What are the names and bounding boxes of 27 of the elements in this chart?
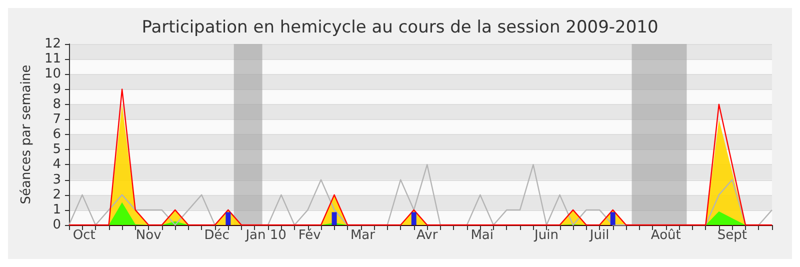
x-tick-label: Mai xyxy=(470,228,494,243)
y-tick-label: 12 xyxy=(44,36,61,52)
y-tick-label: 5 xyxy=(52,142,61,158)
y-tick-label: 9 xyxy=(52,82,61,97)
y-tick-label: 1 xyxy=(52,202,61,218)
y-tick-label: 0 xyxy=(52,218,61,232)
x-tick-label: Août xyxy=(650,228,681,243)
x-tick-label: Oct xyxy=(72,228,96,243)
y-tick-label: 10 xyxy=(44,66,61,82)
x-tick-label: Avr xyxy=(416,228,438,243)
chart-title: Participation en hemicycle au cours de la session 2009-2010 xyxy=(142,18,658,38)
y-axis-title: Séances par semaine xyxy=(19,64,34,204)
y-tick-label: 8 xyxy=(52,96,61,112)
y-tick-label: 4 xyxy=(52,157,61,172)
x-tick-label: Sept xyxy=(717,228,748,243)
x-tick-label: Fév xyxy=(298,228,322,243)
x-tick-label: Mar xyxy=(350,228,376,243)
y-tick-label: 2 xyxy=(52,187,61,202)
x-tick-label: Juil xyxy=(588,228,610,243)
x-tick-label: Déc xyxy=(204,228,230,243)
x-tick-label: Nov xyxy=(136,228,162,243)
y-tick-label: 7 xyxy=(52,112,61,127)
y-tick-label: 11 xyxy=(44,52,61,67)
x-tick-label: Juin xyxy=(534,228,558,243)
y-tick-label: 3 xyxy=(52,172,61,188)
y-tick-label: 6 xyxy=(52,127,61,142)
x-tick-label: Jan 10 xyxy=(244,228,286,243)
